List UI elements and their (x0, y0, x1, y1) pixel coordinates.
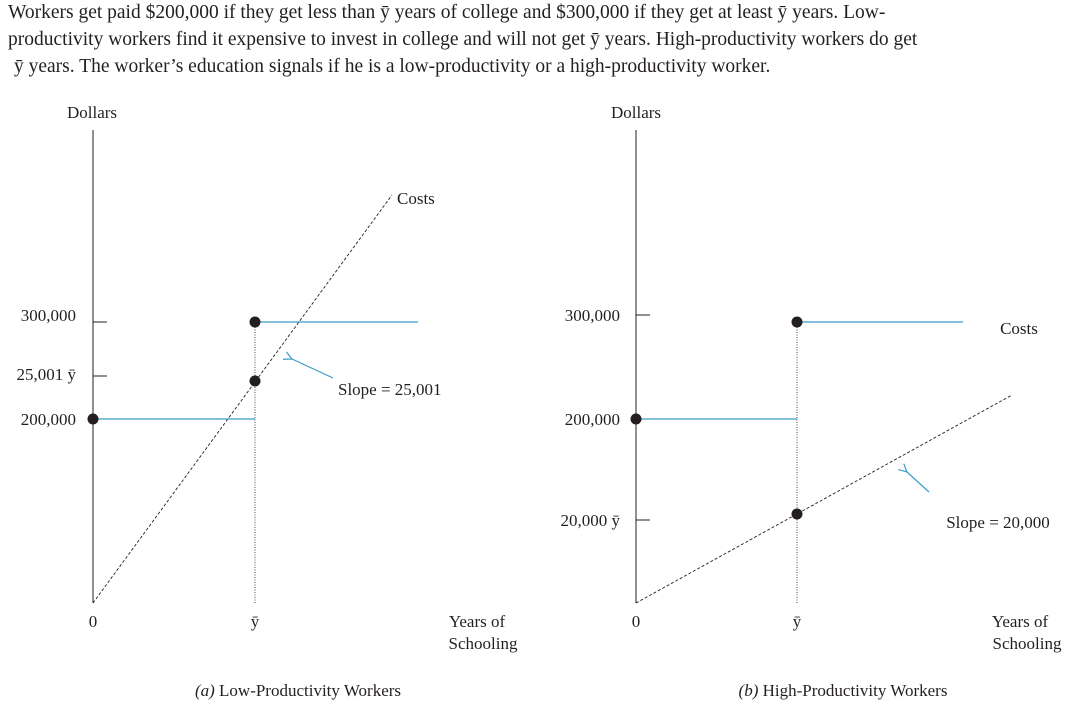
y-label: 300,000 (565, 306, 620, 325)
panel-letter: (b) (739, 681, 759, 700)
x-label: 0 (632, 612, 641, 631)
curve-label: Costs (397, 189, 435, 208)
y-label: 25,001 ȳ (17, 365, 77, 384)
caption-line: ȳ years. The worker’s education signals … (14, 56, 770, 77)
x-label: ȳ (251, 612, 260, 631)
cost-line (92, 194, 393, 604)
point (249, 375, 261, 387)
y-label: 200,000 (565, 410, 620, 429)
y-label: 200,000 (21, 410, 76, 429)
y-label: 20,000 ȳ (561, 511, 621, 530)
x-axis-label: Years of (449, 612, 506, 631)
x-axis-label: Schooling (449, 634, 518, 653)
panel-letter: (a) (195, 681, 215, 700)
cost-line (635, 394, 1013, 604)
y-axis-label: Dollars (611, 103, 661, 122)
point (791, 316, 803, 328)
panel-title: (a) Low-Productivity Workers (195, 681, 401, 700)
panel-b: Dollars 300,000 200,000 20,000 ȳ Costs S… (561, 103, 1062, 700)
slope-label: Slope = 20,000 (946, 513, 1050, 532)
point (791, 508, 803, 520)
point (630, 413, 642, 425)
caption-line: productivity workers find it expensive t… (8, 29, 918, 50)
x-label: ȳ (793, 612, 802, 631)
x-axis-label: Years of (992, 612, 1049, 631)
point (249, 316, 261, 328)
caption-line: Workers get paid $200,000 if they get le… (8, 2, 885, 23)
curve-label: Costs (1000, 319, 1038, 338)
slope-label: Slope = 25,001 (338, 380, 442, 399)
y-label: 300,000 (21, 306, 76, 325)
point (87, 413, 99, 425)
panel-a: Dollars 300,000 25,001 ȳ 200,000 Costs S… (17, 103, 518, 700)
x-axis-label: Schooling (993, 634, 1062, 653)
panel-name: High-Productivity Workers (763, 681, 948, 700)
arrow (907, 472, 930, 493)
arrow (292, 359, 334, 379)
panel-name: Low-Productivity Workers (219, 681, 401, 700)
y-axis-label: Dollars (67, 103, 117, 122)
panel-title: (b) High-Productivity Workers (739, 681, 948, 700)
x-label: 0 (89, 612, 98, 631)
caption: Workers get paid $200,000 if they get le… (8, 2, 918, 77)
